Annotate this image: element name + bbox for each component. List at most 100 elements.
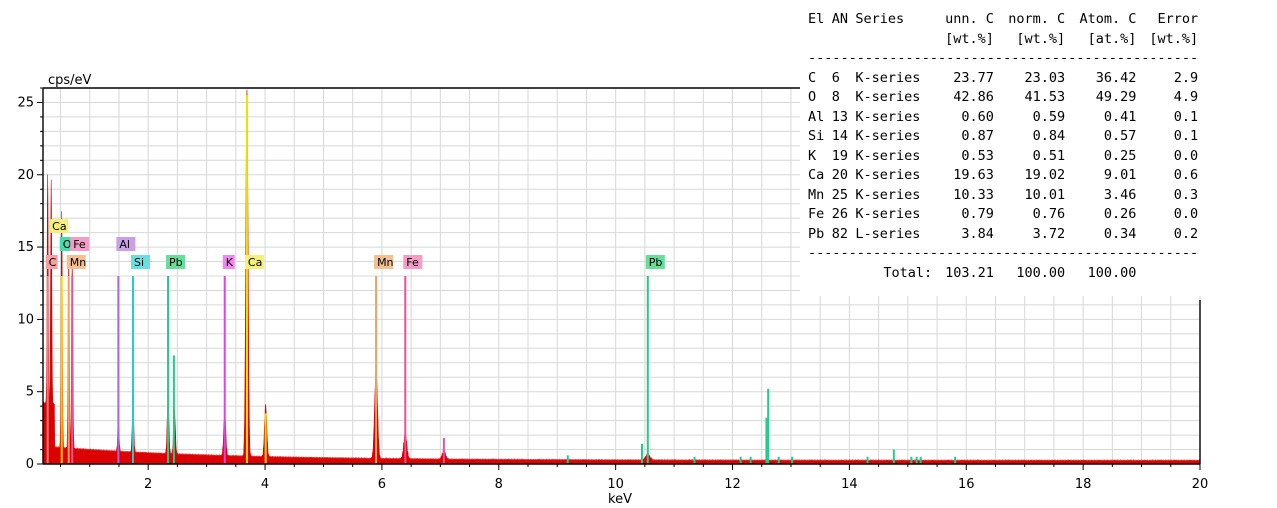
- total-pad: [808, 264, 832, 284]
- cell-norm: 0.76: [1032, 206, 1066, 222]
- cell-norm: 10.01: [1024, 186, 1066, 203]
- cell-el: [808, 30, 832, 50]
- chart-axes: 0 5 10 15 20 25 2 4 6 8 10 12 14 16 18 20: [17, 87, 1209, 492]
- cell-atom: 0.34: [1103, 225, 1137, 242]
- header-row: [wt.%] [wt.%] [at.%] [wt.%]: [808, 30, 1202, 50]
- cell-err: 4.9: [1173, 89, 1199, 105]
- cell-err: 0.2: [1173, 225, 1199, 242]
- data-row-c: C 6 K-series 23.77 23.03 36.42 2.9: [808, 69, 1202, 89]
- cell-series: K-series: [855, 128, 921, 144]
- cell-err: 0.3: [1173, 186, 1199, 203]
- cell-atom: Atom. C: [1079, 11, 1137, 27]
- cell-norm: 23.03: [1024, 69, 1066, 86]
- separator-row: ----------------------------------------…: [808, 244, 1202, 264]
- total-pad: [1140, 264, 1202, 284]
- cell-norm: 41.53: [1024, 89, 1066, 105]
- element-marker-lines: [46, 95, 957, 464]
- cell-an: 14: [831, 128, 848, 144]
- spectrum-series: [42, 89, 1201, 465]
- element-label-text: Fe: [406, 256, 419, 269]
- element-label-text: O: [63, 238, 72, 251]
- cell-unn: 0.87: [961, 128, 994, 144]
- element-label-box: [59, 237, 72, 251]
- cell-atom: 49.29: [1095, 89, 1137, 105]
- cell-series: K-series: [855, 206, 921, 222]
- element-label-box: [45, 255, 58, 269]
- element-label-box: [49, 219, 69, 233]
- y-tick-label: 25: [17, 95, 34, 110]
- x-tick-label: 8: [495, 477, 503, 492]
- element-label-box: [645, 255, 665, 269]
- element-label-pb: Pb: [166, 255, 186, 269]
- cell-atom: 0.57: [1103, 128, 1137, 144]
- cell-series: Series: [855, 11, 905, 27]
- total-label: Total:: [883, 264, 933, 281]
- x-axis-label: keV: [608, 492, 632, 507]
- cell-err: 0.6: [1173, 167, 1199, 183]
- total-atom: 100.00: [1087, 264, 1137, 281]
- cell-err: [wt.%]: [1149, 30, 1199, 47]
- cell-an: 13: [831, 108, 848, 125]
- y-tick-label: 15: [17, 240, 34, 255]
- cell-unn: unn. C: [945, 11, 994, 27]
- cell-err: 0.0: [1173, 206, 1199, 222]
- cell-unn: 0.53: [961, 147, 994, 164]
- cell-unn: [wt.%]: [945, 30, 994, 47]
- total-row: Total: 103.21 100.00 100.00: [808, 264, 1202, 284]
- cell-an: 26: [831, 206, 848, 222]
- element-label-text: Pb: [649, 256, 663, 269]
- element-label-box: [70, 237, 90, 251]
- cell-series: K-series: [855, 89, 921, 105]
- y-axis-label: cps/eV: [48, 73, 92, 88]
- x-tick-label: 18: [1075, 477, 1092, 492]
- cell-el: C: [808, 69, 817, 86]
- cell-an: 8: [831, 89, 840, 105]
- cell-el: Ca: [808, 167, 825, 183]
- x-tick-label: 4: [261, 477, 269, 492]
- cell-an: 19: [831, 147, 848, 164]
- cell-series: K-series: [855, 69, 921, 86]
- x-tick-label: 20: [1192, 477, 1209, 492]
- data-row-ca: Ca 20 K-series 19.63 19.02 9.01 0.6: [808, 166, 1202, 186]
- element-label-mn: Mn: [374, 255, 394, 269]
- cell-el: Mn: [808, 186, 825, 203]
- data-row-mn: Mn 25 K-series 10.33 10.01 3.46 0.3: [808, 186, 1202, 206]
- element-label-mn: Mn: [66, 255, 86, 269]
- cell-norm: norm. C: [1008, 11, 1066, 27]
- chart-grid: [43, 87, 1201, 465]
- x-tick-label: 12: [724, 477, 741, 492]
- cell-atom: [at.%]: [1087, 30, 1137, 47]
- element-label-text: K: [226, 256, 234, 269]
- cell-atom: 0.25: [1103, 147, 1137, 164]
- y-tick-label: 5: [26, 385, 34, 400]
- data-row-fe: Fe 26 K-series 0.79 0.76 0.26 0.0: [808, 205, 1202, 225]
- separator: ----------------------------------------…: [808, 245, 1199, 261]
- y-tick-label: 0: [26, 457, 34, 472]
- cell-unn: 42.86: [953, 89, 994, 105]
- cell-unn: 23.77: [953, 69, 994, 86]
- element-label-box: [374, 255, 394, 269]
- cell-el: Pb: [808, 225, 825, 242]
- total-pad: [832, 264, 856, 284]
- data-row-k: K 19 K-series 0.53 0.51 0.25 0.0: [808, 147, 1202, 167]
- x-tick-label: 2: [144, 477, 152, 492]
- spectrum-fill: [42, 89, 1201, 465]
- cell-err: 0.1: [1173, 128, 1199, 144]
- data-row-o: O 8 K-series 42.86 41.53 49.29 4.9: [808, 88, 1202, 108]
- element-label-text: Pb: [169, 256, 183, 269]
- cell-norm: 19.02: [1024, 167, 1066, 183]
- cell-an: 25: [831, 186, 848, 203]
- element-label-box: [130, 255, 150, 269]
- cell-atom: 9.01: [1103, 167, 1137, 183]
- cell-unn: 0.79: [961, 206, 994, 222]
- element-label-text: Mn: [70, 256, 86, 269]
- total-norm: 100.00: [1016, 264, 1066, 281]
- cell-err: 2.9: [1173, 69, 1199, 86]
- element-label-c: C: [45, 255, 58, 269]
- cell-err: Error: [1157, 11, 1199, 27]
- cell-norm: 0.51: [1032, 147, 1066, 164]
- data-row-al: Al 13 K-series 0.60 0.59 0.41 0.1: [808, 108, 1202, 128]
- cell-atom: 0.41: [1103, 108, 1137, 125]
- data-row-si: Si 14 K-series 0.87 0.84 0.57 0.1: [808, 127, 1202, 147]
